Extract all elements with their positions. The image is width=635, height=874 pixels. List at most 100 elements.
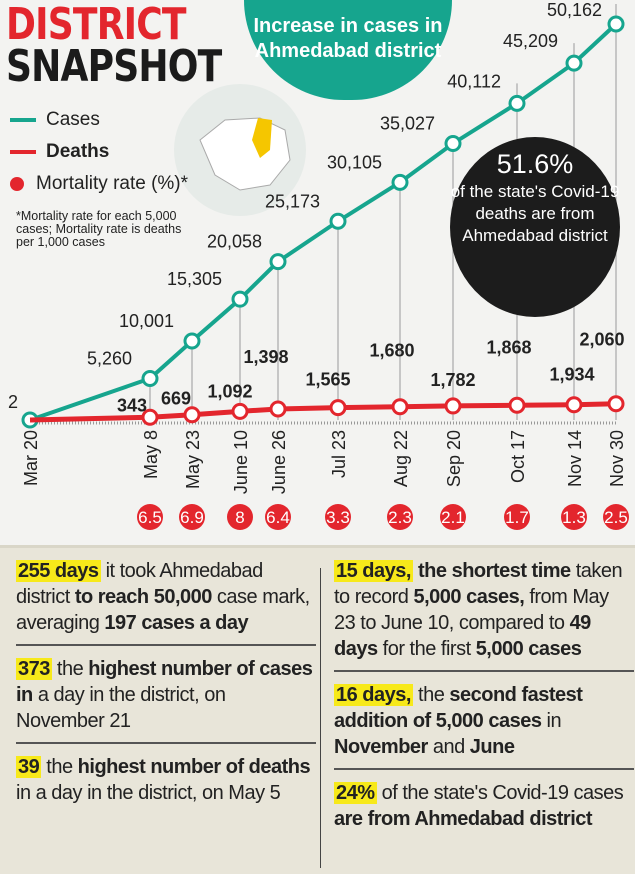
fact-text: in xyxy=(541,710,562,732)
deaths-swatch xyxy=(10,150,36,154)
fact-text: from May 23 to June 10, compared to xyxy=(334,586,609,634)
cases-point xyxy=(269,253,287,271)
legend-deaths: Deaths xyxy=(10,136,188,168)
deaths-label: 1,565 xyxy=(305,370,350,390)
mortality-rate-label: 6.9 xyxy=(180,508,204,527)
fact-text: 197 cases a day xyxy=(104,612,249,634)
mortality-rate-badge xyxy=(504,504,530,530)
deaths-label: 1,782 xyxy=(430,370,475,390)
cases-label: 15,305 xyxy=(167,269,222,289)
fact-text: of the state's Covid-19 cases xyxy=(376,782,624,804)
facts-left: 255 days it took Ahmedabad district to r… xyxy=(16,548,316,814)
fact-text: the shortest time xyxy=(418,560,571,582)
mortality-rate-badge xyxy=(137,504,163,530)
fact-text: highest number of cases in xyxy=(16,658,313,706)
cases-label: 20,058 xyxy=(207,232,262,252)
fact-text: to reach 50,000 xyxy=(74,586,213,608)
fact-text: 5,000 cases, xyxy=(413,586,525,608)
cases-label: 10,001 xyxy=(119,311,174,331)
page-title: DISTRICT SNAPSHOT xyxy=(6,0,222,92)
facts-right: 15 days, the shortest time taken to reco… xyxy=(334,548,634,840)
deaths-point xyxy=(607,395,625,413)
fact-item: 373 the highest number of cases in a day… xyxy=(16,646,316,744)
x-tick-label: Aug 22 xyxy=(391,430,411,487)
cases-swatch xyxy=(10,118,36,122)
fact-item: 255 days it took Ahmedabad district to r… xyxy=(16,548,316,646)
cases-label: 25,173 xyxy=(265,191,320,211)
x-tick-label: May 23 xyxy=(183,430,203,489)
x-tick-label: June 10 xyxy=(231,430,251,494)
callout-circle: 51.6% of the state's Covid-19 deaths are… xyxy=(450,137,620,317)
legend-mortality: Mortality rate (%)* xyxy=(10,168,188,200)
legend: Cases Deaths Mortality rate (%)* xyxy=(10,104,188,200)
mortality-rate-label: 2.3 xyxy=(388,508,412,527)
legend-cases: Cases xyxy=(10,104,188,136)
mortality-rate-badge xyxy=(387,504,413,530)
legend-label: Deaths xyxy=(46,141,110,162)
mortality-rate-label: 1.3 xyxy=(562,508,586,527)
mortality-rate-label: 2.5 xyxy=(604,508,628,527)
callout-text: of the state's Covid-19 deaths are from … xyxy=(450,182,620,245)
title-line1: DISTRICT xyxy=(6,0,187,50)
cases-point xyxy=(141,369,159,387)
deaths-point xyxy=(269,400,287,418)
mortality-rate-badge xyxy=(227,504,253,530)
legend-label: Mortality rate (%)* xyxy=(36,173,189,194)
mortality-dot-icon xyxy=(10,177,24,191)
cases-point xyxy=(607,15,625,33)
mortality-rate-label: 8 xyxy=(235,508,244,527)
mortality-rate-label: 6.4 xyxy=(266,508,290,527)
legend-label: Cases xyxy=(46,109,100,130)
gujarat-map-icon xyxy=(174,84,306,216)
chart: Mar 20 May 8 May 23 June 10 June 26 Jul 23 Aug… xyxy=(8,0,629,530)
fact-text: 49 days xyxy=(334,612,591,660)
fact-highlight: 16 days, xyxy=(334,684,413,706)
fact-text: the xyxy=(41,756,78,778)
deaths-point xyxy=(444,397,462,415)
deaths-label: 1,398 xyxy=(243,347,288,367)
cases-label: 40,112 xyxy=(447,71,501,91)
mortality-rate-badge xyxy=(179,504,205,530)
x-tick-label: Nov 14 xyxy=(565,430,585,487)
title-line2: SNAPSHOT xyxy=(6,41,222,92)
fact-highlight: 15 days, xyxy=(334,560,413,582)
fact-text: highest number of deaths xyxy=(77,756,311,778)
cases-point xyxy=(565,54,583,72)
deaths-point xyxy=(329,399,347,417)
cases-label: 35,027 xyxy=(380,113,435,133)
fact-text: the xyxy=(51,658,89,680)
deaths-point xyxy=(508,396,526,414)
x-tick-label: June 26 xyxy=(269,430,289,494)
mortality-rate-badge xyxy=(265,504,291,530)
deaths-label: 1,092 xyxy=(207,381,252,401)
fact-text: June xyxy=(469,736,515,758)
deaths-point xyxy=(565,396,583,414)
fact-text: are from Ahmedabad district xyxy=(334,808,593,830)
deaths-point xyxy=(231,402,249,420)
deaths-label: 1,680 xyxy=(369,341,414,361)
x-tick-label: Nov 30 xyxy=(607,430,627,487)
fact-text: in a day in the district, on May 5 xyxy=(16,782,281,804)
cases-point xyxy=(444,134,462,152)
cases-point xyxy=(391,173,409,191)
fact-highlight: 39 xyxy=(16,756,42,778)
cases-label: 2 xyxy=(8,392,18,412)
divider xyxy=(320,568,321,868)
deaths-label: 669 xyxy=(161,389,191,409)
fact-item: 16 days, the second fastest addition of … xyxy=(334,672,634,770)
mortality-rate-badge xyxy=(440,504,466,530)
fact-text: and xyxy=(427,736,470,758)
fact-text: a day in the district, on November 21 xyxy=(16,684,226,732)
cases-label: 5,260 xyxy=(87,348,132,368)
fact-item: 24% of the state's Covid-19 cases are fr… xyxy=(334,770,634,840)
mortality-rate-label: 6.5 xyxy=(138,508,162,527)
fact-text: it took Ahmedabad district xyxy=(16,560,263,608)
deaths-label: 2,060 xyxy=(579,330,624,350)
footnote: *Mortality rate for each 5,000 cases; Mo… xyxy=(16,209,182,249)
fact-highlight: 255 days xyxy=(16,560,101,582)
x-tick-label: Mar 20 xyxy=(21,430,41,486)
fact-item: 15 days, the shortest time taken to reco… xyxy=(334,548,634,672)
fact-text: taken to record xyxy=(334,560,623,608)
cases-point xyxy=(231,290,249,308)
cases-label: 45,209 xyxy=(503,31,558,51)
